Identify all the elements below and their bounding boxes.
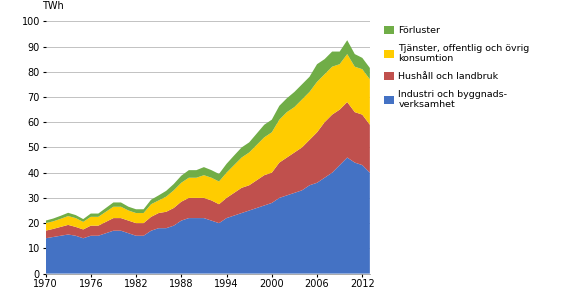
Legend: Förluster, Tjänster, offentlig och övrig
konsumtion, Hushåll och landbruk, Indus: Förluster, Tjänster, offentlig och övrig… bbox=[384, 26, 530, 109]
Text: TWh: TWh bbox=[42, 1, 64, 11]
